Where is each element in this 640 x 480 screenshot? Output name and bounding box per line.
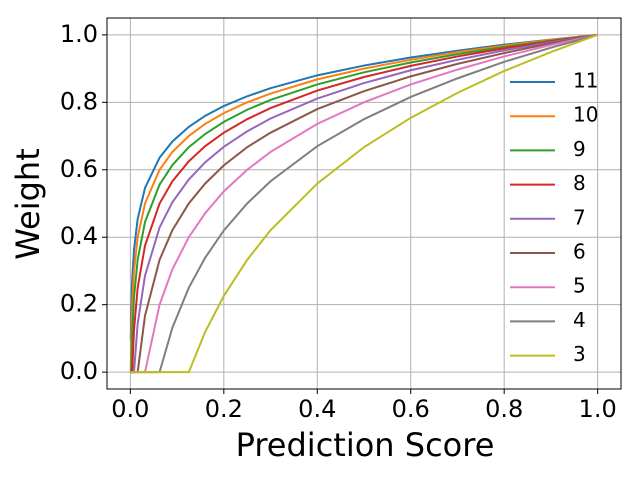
line-series bbox=[130, 33, 598, 374]
line-series bbox=[129, 33, 598, 372]
line-series bbox=[130, 33, 598, 374]
plot-frame bbox=[106, 17, 622, 390]
legend-label: 5 bbox=[573, 274, 586, 298]
y-tick-label: 0.0 bbox=[60, 357, 98, 385]
legend-label: 8 bbox=[573, 171, 586, 195]
x-tick-label: 0.8 bbox=[485, 395, 523, 423]
x-axis-label: Prediction Score bbox=[236, 426, 495, 464]
y-tick-label: 1.0 bbox=[60, 20, 98, 48]
y-tick-label: 0.6 bbox=[60, 155, 98, 183]
y-tick-label: 0.8 bbox=[60, 87, 98, 115]
line-series bbox=[130, 33, 598, 374]
y-tick-label: 0.4 bbox=[60, 222, 98, 250]
x-tick-label: 1.0 bbox=[579, 395, 617, 423]
legend-label: 10 bbox=[573, 103, 598, 127]
legend-label: 7 bbox=[573, 205, 586, 229]
legend-label: 9 bbox=[573, 137, 586, 161]
legend-label: 6 bbox=[573, 240, 586, 264]
x-tick-label: 0.4 bbox=[298, 395, 336, 423]
x-tick-label: 0.2 bbox=[205, 395, 243, 423]
legend-label: 11 bbox=[573, 69, 598, 93]
legend-label: 4 bbox=[573, 308, 586, 332]
line-series bbox=[130, 33, 598, 374]
y-tick-label: 0.2 bbox=[60, 290, 98, 318]
legend-label: 3 bbox=[573, 342, 586, 366]
line-series bbox=[129, 33, 598, 341]
x-tick-label: 0.6 bbox=[392, 395, 430, 423]
y-axis-label: Weight bbox=[9, 148, 47, 259]
x-tick-label: 0.0 bbox=[111, 395, 149, 423]
